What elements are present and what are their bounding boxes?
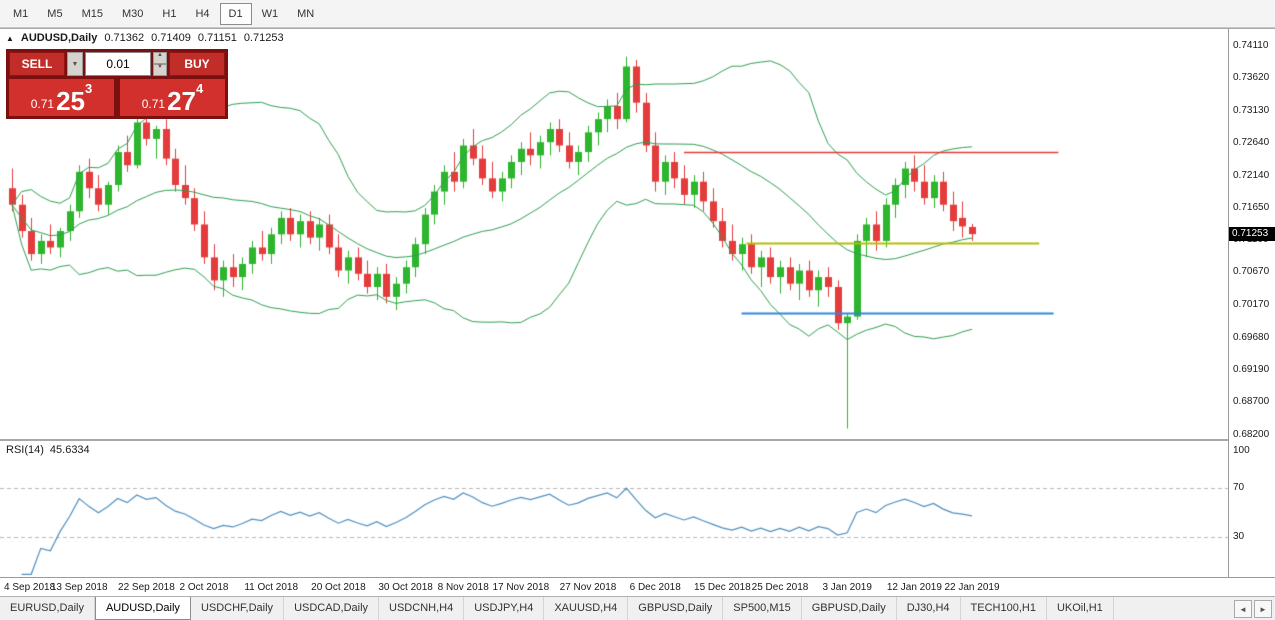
price-tick-label: 0.72640 [1233, 136, 1270, 148]
bid-price-display: 0.71 25 3 [9, 79, 114, 116]
price-tick-label: 0.74110 [1233, 40, 1269, 52]
timeframe-button-m15[interactable]: M15 [73, 3, 112, 25]
chart-tab-xauusd-h4[interactable]: XAUUSD,H4 [544, 597, 629, 620]
timeframe-button-m1[interactable]: M1 [4, 3, 37, 25]
chart-tab-dj30-h4[interactable]: DJ30,H4 [897, 597, 961, 620]
chart-title: ▲ AUDUSD,Daily 0.71362 0.71409 0.71151 0… [6, 32, 284, 44]
rsi-level-label: 100 [1233, 445, 1250, 456]
date-tick-label: 4 Sep 2018 [4, 582, 56, 593]
date-tick-label: 11 Oct 2018 [244, 582, 299, 593]
chart-tab-ukoil-h1[interactable]: UKOil,H1 [1047, 597, 1114, 620]
ask-prefix: 0.71 [141, 97, 166, 111]
chart-tab-bar: EURUSD,Daily AUDUSD,Daily USDCHF,Daily USDC… [0, 596, 1275, 620]
timeframe-button-m5[interactable]: M5 [38, 3, 71, 25]
tab-scroll-right-icon[interactable]: ► [1254, 600, 1272, 618]
timeframe-button-mn[interactable]: MN [288, 3, 323, 25]
date-tick-label: 17 Nov 2018 [492, 582, 550, 593]
date-tick-label: 25 Dec 2018 [751, 582, 809, 593]
buy-button[interactable]: BUY [169, 52, 225, 76]
date-tick-label: 12 Jan 2019 [886, 582, 942, 593]
date-tick-label: 22 Jan 2019 [944, 582, 1000, 593]
lot-dropdown-button[interactable]: ▼ [67, 52, 83, 76]
rsi-indicator-canvas[interactable] [0, 441, 1228, 577]
lot-size-input[interactable] [85, 52, 151, 76]
timeframe-button-d1[interactable]: D1 [219, 2, 252, 25]
current-price-badge: 0.71253 [1229, 227, 1275, 242]
ohlc-open: 0.71362 [104, 32, 145, 44]
chart-tab-gbpusd-daily[interactable]: GBPUSD,Daily [802, 597, 897, 620]
date-tick-label: 15 Dec 2018 [694, 582, 751, 593]
price-tick-label: 0.68700 [1233, 396, 1270, 408]
symbol-marker-icon: ▲ [6, 33, 14, 43]
rsi-indicator-label: RSI(14) 45.6334 [6, 444, 90, 456]
spinner-up-icon[interactable]: ▲ [153, 52, 167, 64]
date-tick-label: 3 Jan 2019 [822, 582, 872, 593]
lot-spinner: ▲ ▼ [153, 52, 167, 76]
date-tick-label: 30 Oct 2018 [378, 582, 433, 593]
price-tick-label: 0.71650 [1233, 202, 1270, 213]
price-tick-label: 0.70670 [1233, 266, 1270, 278]
bid-prefix: 0.71 [30, 97, 55, 111]
chart-window: ▲ AUDUSD,Daily 0.71362 0.71409 0.71151 0… [0, 28, 1275, 597]
sell-button[interactable]: SELL [9, 52, 65, 76]
date-tick-label: 2 Oct 2018 [179, 582, 229, 593]
price-tick-label: 0.73620 [1233, 72, 1270, 84]
chart-tab-usdcnh-h4[interactable]: USDCNH,H4 [379, 597, 465, 620]
timeframe-button-h1[interactable]: H1 [153, 3, 185, 25]
rsi-level-label: 70 [1233, 481, 1245, 493]
ohlc-close: 0.71253 [243, 32, 284, 44]
price-tick-label: 0.72140 [1233, 169, 1270, 181]
price-tick-label: 0.70170 [1233, 299, 1270, 311]
ask-price-display: 0.71 27 4 [120, 79, 225, 116]
tab-scroll-left-icon[interactable]: ◄ [1234, 600, 1252, 618]
ask-pip-digit: 4 [196, 81, 204, 96]
chart-title-symbol: AUDUSD,Daily [20, 32, 98, 44]
bid-pip-digit: 3 [85, 81, 93, 96]
rsi-value: 45.6334 [49, 444, 90, 456]
time-axis[interactable]: 4 Sep 2018 13 Sep 2018 22 Sep 2018 2 Oct 20… [0, 577, 1275, 597]
chart-tab-list: EURUSD,Daily AUDUSD,Daily USDCHF,Daily USDC… [0, 597, 1114, 620]
chart-tab-sp500-m15[interactable]: SP500,M15 [723, 597, 802, 620]
rsi-name: RSI(14) [6, 444, 44, 456]
ohlc-low: 0.71151 [197, 32, 237, 44]
date-tick-label: 6 Dec 2018 [629, 582, 681, 593]
date-tick-label: 27 Nov 2018 [559, 582, 617, 593]
price-tick-label: 0.68200 [1233, 429, 1270, 441]
timeframe-button-m30[interactable]: M30 [113, 3, 152, 25]
price-tick-label: 0.69680 [1233, 331, 1270, 343]
ohlc-high: 0.71409 [151, 32, 191, 44]
price-tick-label: 0.73130 [1233, 104, 1270, 116]
ask-main-digits: 27 [167, 86, 197, 116]
chart-tab-audusd-daily[interactable]: AUDUSD,Daily [94, 597, 191, 620]
date-tick-label: 13 Sep 2018 [50, 582, 108, 593]
indicator-splitter[interactable] [0, 439, 1275, 441]
timeframe-button-w1[interactable]: W1 [253, 3, 288, 25]
rsi-level-label: 30 [1233, 531, 1245, 543]
chart-tab-usdcad-daily[interactable]: USDCAD,Daily [284, 597, 380, 620]
chevron-down-icon: ▼ [71, 60, 79, 68]
chart-tab-usdjpy-h4[interactable]: USDJPY,H4 [464, 597, 545, 620]
timeframe-button-h4[interactable]: H4 [186, 3, 218, 25]
timeframe-bar: M1 M5 M15 M30 H1 H4 D1 W1 MN [0, 0, 1275, 28]
date-tick-label: 22 Sep 2018 [118, 582, 175, 593]
bid-main-digits: 25 [56, 86, 86, 116]
price-scale[interactable]: 0.74110 0.73620 0.73130 0.72640 0.72140 0.716… [1228, 29, 1275, 577]
chart-tab-tech100-h1[interactable]: TECH100,H1 [961, 597, 1047, 620]
chart-tab-eurusd-daily[interactable]: EURUSD,Daily [0, 597, 95, 620]
chart-tab-usdchf-daily[interactable]: USDCHF,Daily [191, 597, 285, 620]
date-tick-label: 20 Oct 2018 [311, 582, 366, 593]
price-tick-label: 0.69190 [1233, 363, 1270, 375]
date-tick-label: 8 Nov 2018 [437, 582, 489, 593]
spinner-down-icon[interactable]: ▼ [153, 64, 167, 76]
chart-tab-gbpusd-daily[interactable]: GBPUSD,Daily [628, 597, 724, 620]
